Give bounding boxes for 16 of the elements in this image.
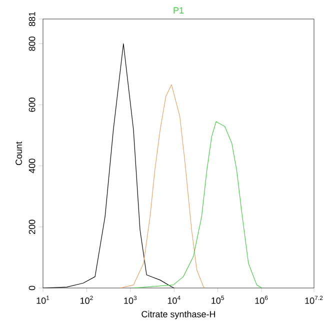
y-tick-label: 400 — [28, 158, 36, 174]
y-tick-label: 0 — [28, 286, 36, 290]
x-tick-label: 10$^{4}$ — [168, 296, 180, 304]
y-tick-label: 881 — [28, 12, 36, 26]
x-tick-label: 10$^{2}$ — [80, 296, 93, 304]
x-tick-label: 10$^{5}$ — [212, 296, 224, 304]
chart-title: P1 — [174, 7, 184, 14]
x-tick-label: 10$^{1}$ — [36, 296, 50, 304]
y-tick-label: 600 — [28, 98, 36, 112]
x-axis-title: Citrate synthase-H — [142, 310, 216, 320]
x-tick-label: 10$^{6}$ — [255, 296, 268, 304]
x-tick-label: 10$^{3}$ — [124, 296, 137, 304]
y-tick-label: 800 — [28, 36, 36, 51]
y-tick-label: 200 — [28, 220, 36, 234]
x-tick-label: 10$^{7.2}$ — [305, 296, 323, 304]
y-axis-title: Count — [16, 142, 22, 166]
